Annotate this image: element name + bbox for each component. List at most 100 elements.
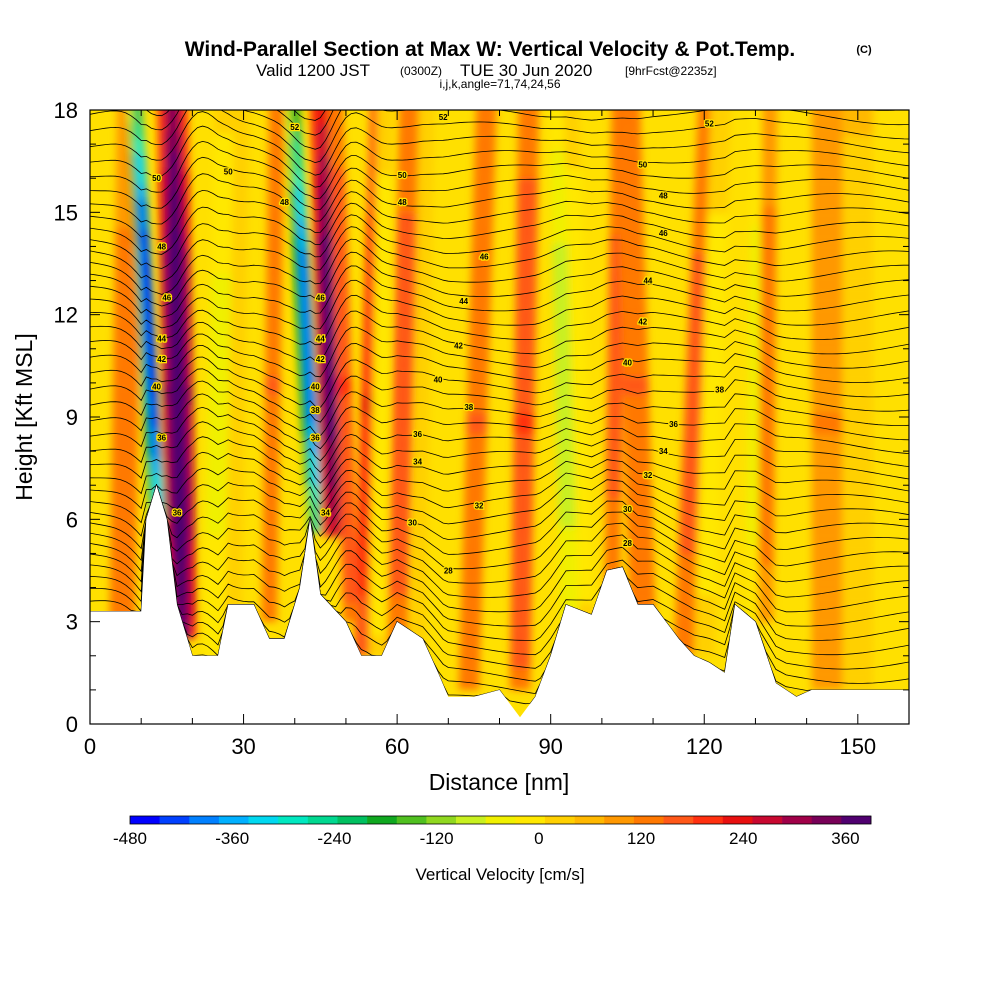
updraft-column [341,546,358,566]
theta-contour-label: 42 [638,317,647,326]
theta-contour-label: 46 [316,294,325,303]
field-band [413,412,430,435]
theta-contour-label: 36 [173,509,182,518]
field-band [758,565,774,584]
field-band [674,615,696,636]
field-band [568,262,584,282]
field-band [371,434,388,455]
downdraft-core [137,199,148,215]
field-band [212,213,234,234]
theta-contour-label: 30 [623,505,632,514]
field-band [811,498,843,520]
field-band [842,434,874,456]
field-band [417,178,433,200]
theta-contour-line [90,483,909,627]
theta-contour-label: 50 [224,167,233,176]
field-band [606,410,623,429]
theta-contour-label: 28 [623,539,632,548]
field-band [758,583,774,603]
colorbar-swatch [604,816,635,824]
field-band [207,434,229,455]
field-band [619,262,646,282]
field-band [375,193,392,214]
updraft-core [172,346,182,366]
updraft-core [322,314,338,331]
colorbar-tick-label: 240 [729,829,757,848]
field-band [418,114,434,136]
field-band [375,233,391,254]
field-band [701,394,723,415]
field-band [842,327,874,349]
updraft-core [171,287,181,308]
field-band [112,385,139,409]
field-band [842,306,874,328]
field-band [231,273,247,294]
theta-contour-label: 50 [638,161,647,170]
theta-contour-line [90,479,909,525]
theta-contour-line [90,380,909,437]
downdraft-core [290,110,301,125]
field-band [577,565,594,584]
field-band [570,338,587,358]
field-band [514,348,536,371]
updraft-core [171,326,182,347]
field-band [811,412,843,435]
field-band [811,114,843,136]
field-band [761,168,777,188]
downdraft-core [290,93,300,109]
theta-contour-line [90,238,909,295]
field-band [376,113,393,134]
theta-contour-line [90,140,909,200]
field-band [356,535,373,556]
field-band [517,178,538,200]
field-band [842,220,874,243]
field-band [472,199,494,221]
updraft-core [168,110,178,113]
field-band [110,498,137,522]
field-band [811,476,843,499]
field-band [811,668,843,690]
field-band [370,535,387,556]
field-band [461,561,483,584]
field-band [459,625,481,648]
downdraft-core [299,265,310,282]
theta-contour-line [90,483,909,656]
field-band [606,463,622,482]
theta-contour-label: 34 [321,509,330,518]
field-band [622,357,649,377]
field-band [470,284,492,307]
x-tick-label: 150 [839,734,876,759]
field-band [842,604,874,626]
field-band [698,494,720,516]
field-band [708,153,730,174]
x-tick-label: 30 [231,734,255,759]
field-band [605,516,621,535]
theta-contour-label: 44 [157,335,166,344]
theta-contour-line [90,483,909,641]
downdraft-column [126,93,143,108]
field-band [205,494,227,516]
field-band [269,110,285,112]
updraft-column [329,168,346,188]
field-band [394,293,416,315]
field-band [230,314,247,335]
field-band [515,263,537,285]
field-band [230,334,246,355]
field-band [398,113,420,134]
colorbar-swatch [159,816,190,824]
field-band [389,535,411,556]
downdraft-core [309,470,320,486]
field-band [556,413,578,433]
field-band [680,474,703,495]
field-band [574,489,591,509]
field-band [563,110,579,112]
field-band [571,376,588,396]
field-band [604,534,621,553]
field-band [516,242,537,264]
colorbar-swatch [811,816,842,824]
theta-contour-line [90,393,909,450]
colorbar-swatch [663,816,694,824]
field-band [109,588,136,612]
theta-contour-line [90,483,909,670]
updraft-core [324,393,340,410]
